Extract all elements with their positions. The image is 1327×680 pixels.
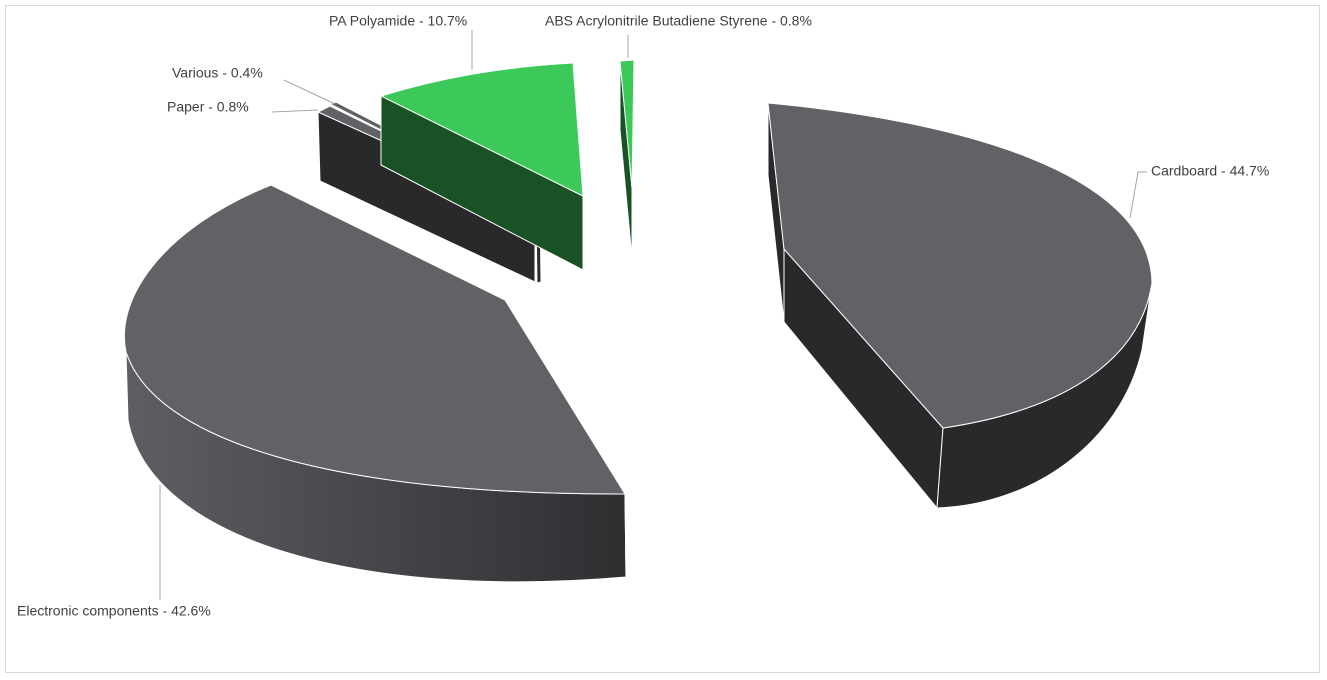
label-pa-polyamide: PA Polyamide - 10.7% (329, 13, 467, 29)
slice-pa-polyamide[interactable] (379, 62, 584, 271)
slice-cardboard-top (767, 102, 1153, 429)
leader-line-paper (271, 109, 319, 113)
slice-electronic-top (123, 184, 626, 495)
slice-cardboard[interactable] (767, 102, 1153, 510)
slice-abs-top (619, 59, 635, 189)
slice-pa-top (379, 62, 584, 197)
slice-electronic-cut-side (624, 493, 627, 578)
leader-line-various (283, 79, 336, 105)
slice-electronic-components[interactable] (123, 184, 627, 583)
leader-line-cardboard (1129, 171, 1147, 219)
label-abs: ABS Acrylonitrile Butadiene Styrene - 0.… (545, 13, 812, 29)
label-various: Various - 0.4% (172, 65, 263, 81)
slice-abs[interactable] (619, 59, 635, 259)
label-paper: Paper - 0.8% (167, 99, 249, 115)
label-electronic-components: Electronic components - 42.6% (17, 603, 211, 619)
label-cardboard: Cardboard - 44.7% (1151, 163, 1269, 179)
